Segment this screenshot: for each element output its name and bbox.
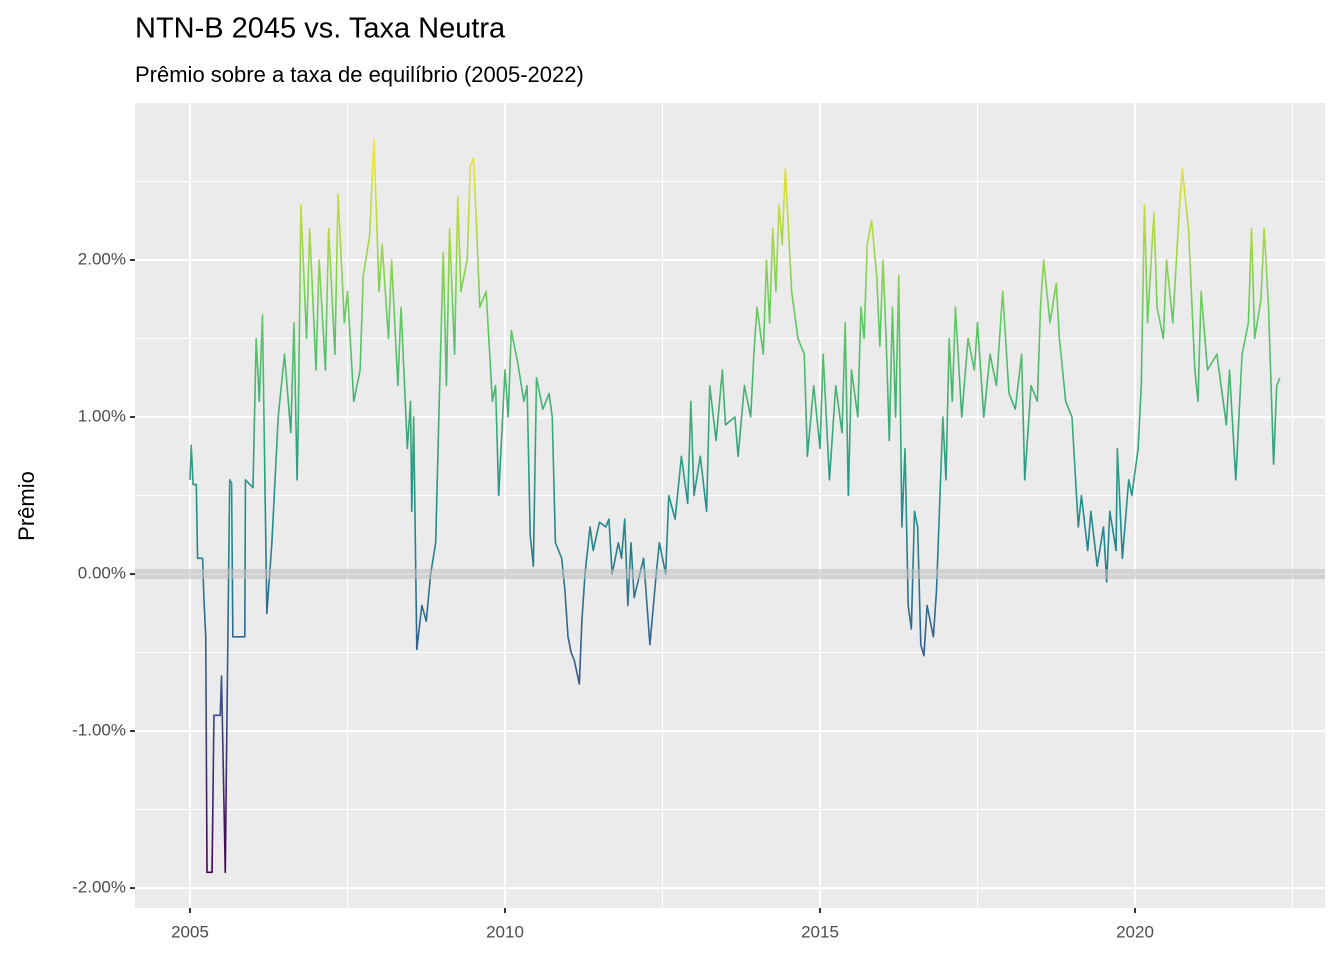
chart-title: NTN-B 2045 vs. Taxa Neutra bbox=[135, 13, 506, 45]
x-tick-label: 2010 bbox=[486, 922, 524, 941]
y-tick-label: -1.00% bbox=[72, 721, 126, 740]
y-tick-label: 0.00% bbox=[78, 564, 126, 583]
x-tick-label: 2005 bbox=[171, 922, 209, 941]
data-line bbox=[189, 138, 1281, 874]
chart-subtitle: Prêmio sobre a taxa de equilíbrio (2005-… bbox=[135, 62, 584, 87]
plot-panel bbox=[135, 103, 1325, 908]
y-tick-label: 2.00% bbox=[78, 249, 126, 268]
y-axis-title: Prêmio bbox=[14, 471, 39, 541]
y-tick-label: 1.00% bbox=[78, 407, 126, 426]
x-tick-label: 2015 bbox=[801, 922, 839, 941]
y-tick-label: -2.00% bbox=[72, 878, 126, 897]
x-tick-label: 2020 bbox=[1116, 922, 1154, 941]
